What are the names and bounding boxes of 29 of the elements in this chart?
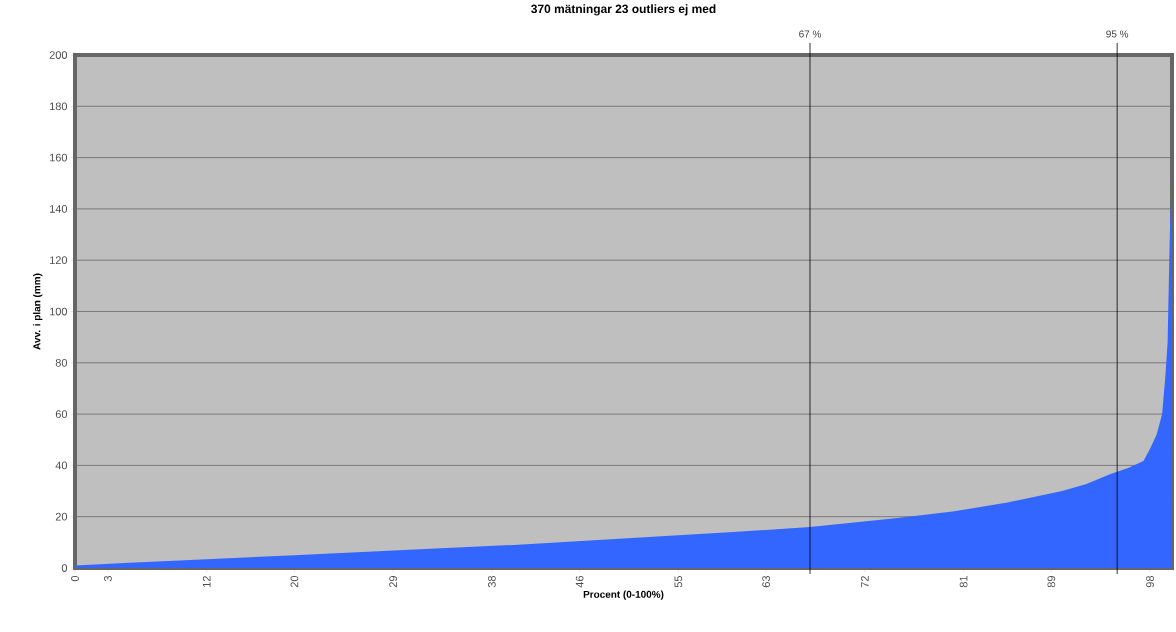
ref-line-label: 67 %: [799, 30, 821, 38]
x-tick-label: 3: [104, 576, 112, 582]
x-tick-label: 0: [71, 575, 79, 582]
x-tick-label: 20: [290, 575, 299, 588]
x-tick-label: 46: [575, 576, 584, 588]
x-tick-label: 63: [762, 576, 770, 588]
y-tick-label: 0: [61, 564, 68, 572]
y-tick-label: 140: [50, 205, 68, 213]
ref-line-label: 95 %: [1106, 30, 1129, 38]
y-tick-label: 160: [50, 153, 68, 162]
y-tick-label: 120: [50, 256, 68, 265]
y-tick-label: 200: [49, 51, 68, 59]
chart-title: 370 mätningar 23 outliers ej med: [531, 4, 716, 16]
y-tick-label: 180: [50, 102, 68, 111]
x-tick-label: 89: [1047, 576, 1056, 588]
y-tick-label: 80: [55, 358, 68, 367]
y-tick-label: 100: [50, 307, 68, 316]
x-tick-label: 72: [861, 576, 869, 588]
x-tick-label: 55: [674, 575, 683, 588]
x-axis-title: Procent (0-100%): [583, 590, 664, 600]
y-tick-label: 60: [55, 410, 68, 418]
y-tick-label: 20: [55, 512, 68, 521]
y-tick-label: 40: [55, 461, 68, 470]
x-tick-label: 81: [959, 576, 968, 588]
x-tick-label: 29: [389, 576, 398, 588]
x-tick-label: 12: [202, 576, 211, 587]
y-axis-title: Avv. i plan (mm): [33, 273, 43, 350]
x-tick-label: 38: [487, 576, 496, 588]
x-tick-label: 98: [1146, 576, 1154, 588]
